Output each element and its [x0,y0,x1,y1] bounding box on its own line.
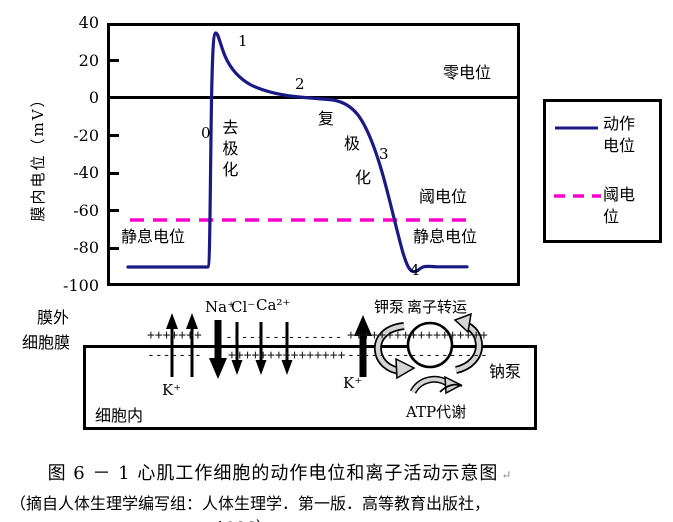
legend-action-potential-label: 动作电位 [603,114,636,155]
figure-caption: 图 6 － 1 心肌工作细胞的动作电位和离子活动示意图 ↵ [0,459,560,485]
k-pump-label: 钾泵 [374,298,405,316]
y-tick-label: -20 [73,126,99,145]
repolarization-char-3: 化 [355,168,372,187]
k-ion-label-left: K⁺ [162,381,182,399]
phase-2-label: 2 [295,75,305,93]
y-axis-tick [110,247,119,250]
y-tick-label: -100 [63,276,99,295]
charge-row-mid-inside: +++++++++++++++ [228,348,346,363]
zero-potential-label: 零电位 [443,63,492,82]
y-tick-label: -80 [73,238,99,257]
depolarization-label: 去极化 [219,119,239,182]
cl-ion-label: Cl⁻ [231,298,256,316]
y-tick-label: 40 [78,13,99,32]
phase-0-label: 0 [201,124,211,142]
atp-metabolism-label: ATP代谢 [406,403,467,421]
figure-source: （摘自人体生理学编写组：人体生理学．第一版．高等教育出版社，1986）↵ [0,490,500,522]
cell-box [83,345,537,430]
na-pump-label: 钠泵 [489,362,522,381]
y-axis-tick [110,134,119,137]
repolarization-char-2: 极 [344,134,361,153]
return-mark-icon: ↵ [501,468,513,482]
resting-potential-label-right: 静息电位 [413,227,478,246]
phase-3-label: 3 [379,145,389,163]
charge-row-mid-outside: --------------- [225,330,343,345]
outside-membrane-label: 膜外 [37,308,70,327]
legend-threshold-potential-label: 阈电位 [603,185,636,226]
inside-cell-label: 细胞内 [95,406,144,425]
phase-4-label: 4 [410,261,420,279]
y-tick-label: -40 [73,163,99,182]
repolarization-char-1: 复 [318,109,335,128]
phase-1-label: 1 [238,32,248,50]
resting-potential-label-left: 静息电位 [121,227,186,246]
y-axis-tick [110,172,119,175]
y-tick-label: 20 [78,51,99,70]
legend-box [543,99,662,243]
ca-ion-label: Ca²⁺ [256,296,291,314]
y-axis-title: 膜内电位（mV） [29,90,47,222]
cell-membrane-label: 细胞膜 [22,333,71,352]
ion-transport-label: 离子转运 [407,298,468,316]
y-axis-tick [110,59,119,62]
threshold-potential-label: 阈电位 [419,187,468,206]
charge-row-left-inside: ------- [147,348,202,363]
y-tick-label: 0 [88,88,99,107]
charge-row-right-outside: ++++++++++++++++++ [347,328,488,343]
k-ion-label-right: K⁺ [343,374,363,392]
charge-row-left-outside: +++++++ [147,328,202,343]
charge-row-right-inside: ------------------ [347,348,488,363]
na-ion-label: Na⁺ [205,298,235,316]
y-tick-label: -60 [73,201,99,220]
zero-line [110,96,517,99]
y-axis-tick [110,209,119,212]
plot-frame [107,23,520,286]
source-text: （摘自人体生理学编写组：人体生理学．第一版．高等教育出版社，1986） [9,494,490,522]
caption-text: 图 6 － 1 心肌工作细胞的动作电位和离子活动示意图 [47,463,499,484]
